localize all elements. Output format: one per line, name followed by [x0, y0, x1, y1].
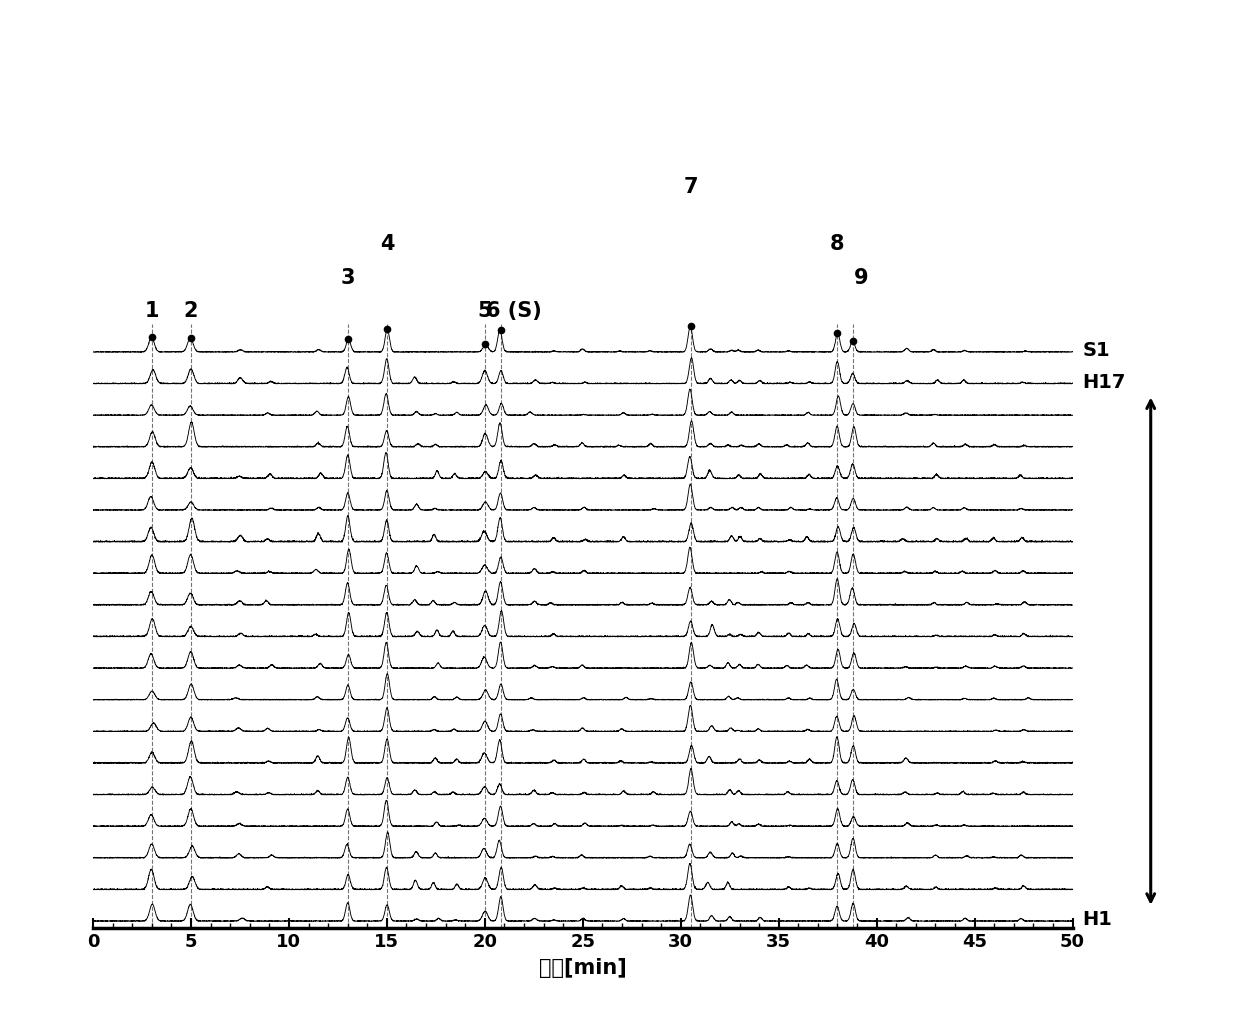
X-axis label: 时间[min]: 时间[min]: [539, 957, 626, 977]
Text: 6 (S): 6 (S): [486, 301, 542, 321]
Text: 5: 5: [477, 301, 492, 321]
Text: 9: 9: [853, 268, 868, 288]
Text: 3: 3: [341, 268, 355, 288]
Text: 7: 7: [683, 177, 698, 197]
Text: H17: H17: [1083, 373, 1126, 391]
Text: 8: 8: [831, 233, 844, 254]
Text: 2: 2: [184, 301, 198, 321]
Text: H1: H1: [1083, 911, 1112, 930]
Text: 1: 1: [145, 301, 159, 321]
Text: S1: S1: [1083, 342, 1110, 360]
Text: 4: 4: [379, 233, 394, 254]
